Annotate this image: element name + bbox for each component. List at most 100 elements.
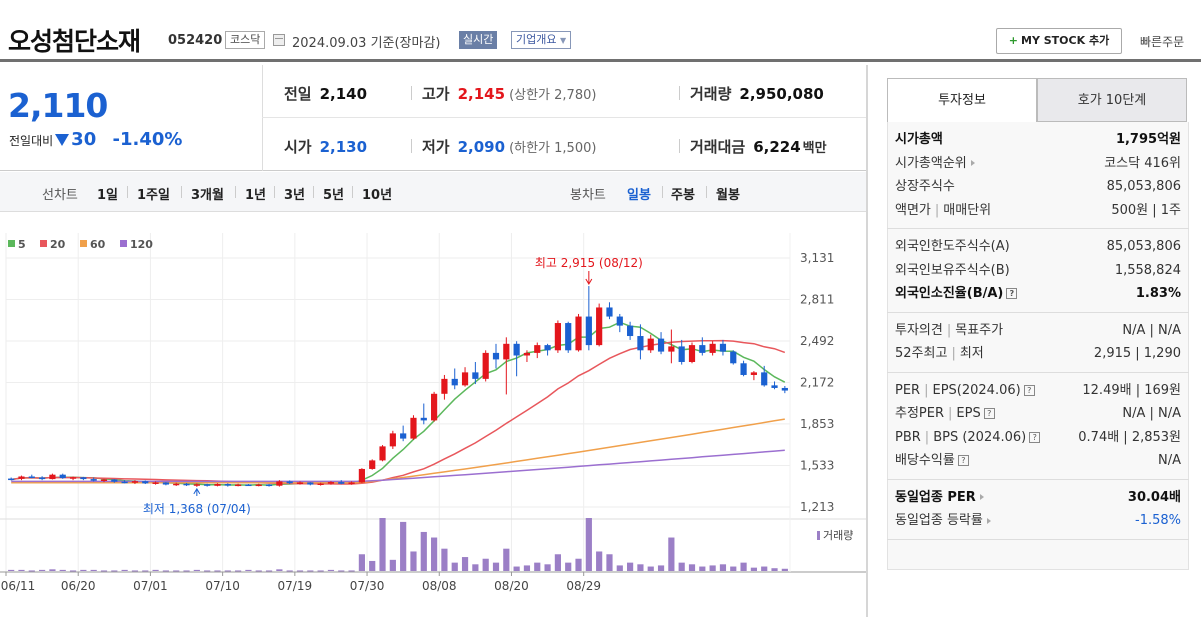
realtime-button[interactable]: 실시간 (459, 31, 498, 49)
info-block1: 시가총액 1,795억원 시가총액순위 코스닥 416위 상장주식수 85,053,806… (887, 122, 1189, 229)
info-block5: 동일업종 PER 30.04배 동일업종 등락률 -1.58% (887, 480, 1189, 540)
company-overview-button[interactable]: 기업개요 ▼ (511, 31, 572, 49)
prev-close: 전일 2,140 (284, 85, 368, 103)
info-block3: 투자의견 | 목표주가 N/A | N/A 52주최고 | 최저 2,915 | 1,290 (887, 313, 1189, 373)
arrow-right-icon (979, 494, 984, 500)
volume-bar (18, 569, 25, 571)
candle-body (761, 372, 768, 386)
volume-bar (162, 570, 169, 572)
volume-bar (358, 554, 365, 571)
info-value: 12.49배 | 169원 (1082, 382, 1181, 398)
candle-body (771, 385, 778, 388)
candle-body (224, 484, 231, 486)
price-chart[interactable]: 3,131 2,811 2,492 2,172 1,853 1,533 1,213 5 20 60… (0, 213, 866, 617)
candle-body (451, 378, 458, 386)
candle-body (276, 481, 283, 486)
info-label: 외국인보유주식수(B) (895, 262, 1010, 278)
period-3y[interactable]: 3년 (284, 188, 306, 203)
volume-bar (647, 566, 654, 571)
volume-bar (709, 565, 716, 571)
candle-body (39, 477, 46, 480)
help-icon[interactable]: ? (1006, 288, 1018, 299)
info-value: 1,558,824 (1114, 262, 1181, 278)
volume-bar (245, 569, 252, 571)
candle-body (358, 468, 365, 483)
info-label[interactable]: 시가총액순위 (895, 152, 975, 176)
x-tick-label: 08/20 (494, 579, 529, 593)
date-text: 2024.09.03 기준(장마감) (292, 36, 441, 51)
candle-body (59, 474, 66, 479)
volume-bar (678, 562, 685, 571)
info-value: 2,915 | 1,290 (1093, 346, 1181, 361)
candle-body (369, 460, 376, 469)
period-10y[interactable]: 10년 (362, 188, 393, 203)
candle-body (152, 482, 159, 484)
candle-body (193, 484, 200, 486)
candle-weekly[interactable]: 주봉 (671, 188, 695, 203)
info-block4: PER | EPS(2024.06)? 12.49배 | 169원 추정PER | EPS?… (887, 373, 1189, 480)
volume-bar (585, 518, 592, 571)
info-value: N/A | N/A (1122, 322, 1181, 338)
volume-bar (69, 570, 77, 572)
period-3m[interactable]: 3개월 (191, 188, 224, 203)
candle-body (544, 345, 551, 351)
candle-body (668, 346, 675, 352)
info-label[interactable]: 동일업종 PER (895, 486, 984, 510)
candle-body (69, 477, 77, 479)
candle-daily[interactable]: 일봉 (627, 188, 651, 203)
info-label: 시가총액 (895, 132, 943, 147)
info-row: 상장주식수 85,053,806 (895, 175, 1181, 199)
x-tick-label: 07/30 (350, 579, 385, 593)
info-label[interactable]: 동일업종 등락률 (895, 509, 991, 533)
info-row: 액면가 | 매매단위 500원 | 1주 (895, 199, 1181, 223)
x-tick-label: 06/20 (61, 579, 96, 593)
stock-code: 052420 (168, 33, 223, 48)
low-price: 저가 2,090 (하한가 1,500) (422, 138, 597, 156)
quick-order-link[interactable]: 빠른주문 (1140, 35, 1185, 49)
candle-body (121, 481, 128, 484)
help-icon[interactable]: ? (983, 408, 995, 419)
volume-bar (523, 565, 531, 571)
help-icon[interactable]: ? (1023, 384, 1035, 396)
legend-label: 5 (18, 238, 26, 251)
volume-bar (781, 568, 788, 571)
price-chart-svg: 3,131 2,811 2,492 2,172 1,853 1,533 1,213 5 20 60… (0, 233, 866, 593)
period-5y[interactable]: 5년 (323, 188, 345, 203)
info-value: 85,053,806 (1106, 179, 1181, 194)
mystock-add-button[interactable]: + MY STOCK 추가 (996, 28, 1122, 54)
volume-bar (565, 562, 572, 571)
tab-investment-info[interactable]: 투자정보 (887, 78, 1037, 122)
info-label: PBR | BPS (2024.06)? (895, 426, 1041, 450)
help-icon[interactable]: ? (1029, 431, 1041, 443)
candle-body (255, 484, 262, 487)
volume-bar (39, 569, 46, 571)
info-label: PER | EPS(2024.06)? (895, 379, 1035, 403)
help-icon[interactable]: ? (957, 455, 969, 466)
candle-body (688, 345, 696, 362)
low-arrow-head (193, 487, 201, 495)
candle-body (400, 433, 407, 439)
candle-monthly[interactable]: 월봉 (716, 188, 740, 203)
period-1d[interactable]: 1일 (97, 188, 119, 203)
info-value: 30.04배 (1127, 489, 1181, 505)
volume-bar (338, 570, 345, 572)
legend-label: 20 (50, 238, 66, 251)
candle-body (482, 352, 489, 379)
candle-body (131, 481, 139, 483)
volume-bar (152, 569, 159, 571)
trade-amount: 거래대금 6,224 백만 (690, 138, 827, 156)
candle-body (575, 316, 582, 351)
tab-orderbook-10[interactable]: 호가 10단계 (1037, 78, 1187, 122)
period-1y[interactable]: 1년 (245, 188, 267, 203)
panel-divider (866, 65, 868, 617)
info-label: 액면가 | 매매단위 (895, 202, 992, 218)
price-diff: 전일대비 30 -1.40% (9, 129, 182, 150)
candle-body (235, 484, 242, 487)
candle-body (142, 481, 149, 484)
arrow-right-icon (970, 160, 975, 166)
x-tick-label: 08/08 (422, 579, 457, 593)
period-1w[interactable]: 1주일 (137, 188, 170, 203)
volume-bar (627, 562, 634, 571)
x-tick-label: 07/19 (278, 579, 313, 593)
dropdown-arrow-icon: ▼ (559, 36, 567, 45)
